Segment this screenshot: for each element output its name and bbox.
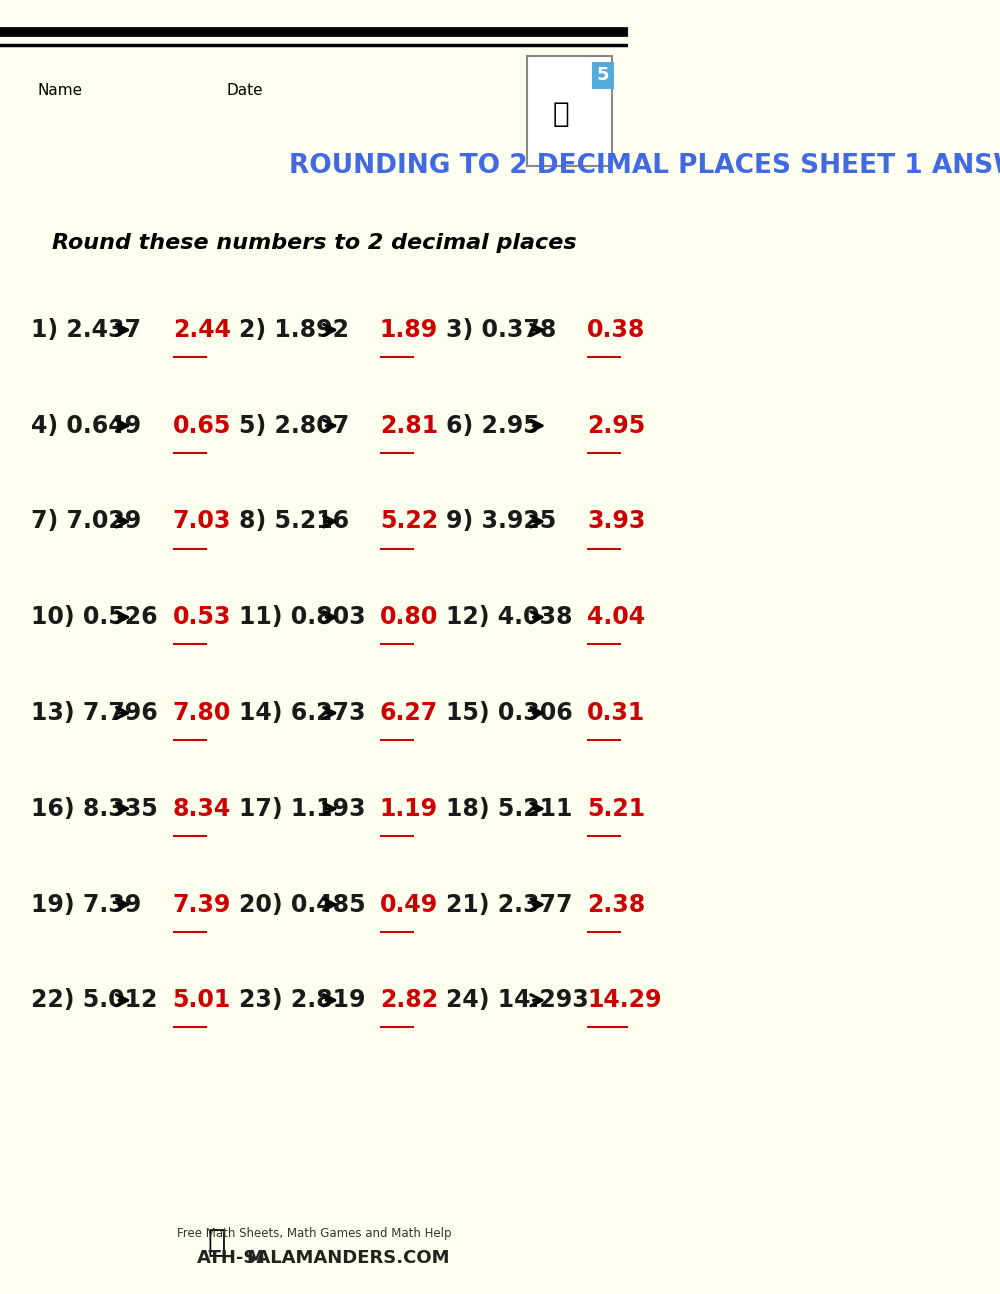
- Text: 11) 0.803: 11) 0.803: [239, 606, 365, 629]
- Text: Free Math Sheets, Math Games and Math Help: Free Math Sheets, Math Games and Math He…: [177, 1227, 451, 1240]
- Text: 1) 2.437: 1) 2.437: [31, 318, 141, 342]
- Text: 14) 6.273: 14) 6.273: [239, 701, 365, 725]
- Text: 3) 0.378: 3) 0.378: [446, 318, 556, 342]
- Text: 20) 0.485: 20) 0.485: [239, 893, 365, 916]
- Text: 8) 5.216: 8) 5.216: [239, 510, 349, 533]
- Text: 22) 5.012: 22) 5.012: [31, 989, 158, 1012]
- Text: Date: Date: [226, 83, 263, 98]
- Text: 0.31: 0.31: [587, 701, 645, 725]
- Text: 9) 3.925: 9) 3.925: [446, 510, 556, 533]
- Text: 14.29: 14.29: [587, 989, 662, 1012]
- Text: 7.39: 7.39: [173, 893, 231, 916]
- Text: 2.44: 2.44: [173, 318, 231, 342]
- Text: 2.82: 2.82: [380, 989, 438, 1012]
- Text: 5.01: 5.01: [173, 989, 231, 1012]
- Text: 0.49: 0.49: [380, 893, 438, 916]
- Text: 24) 14.293: 24) 14.293: [446, 989, 589, 1012]
- Text: 0.53: 0.53: [173, 606, 231, 629]
- Text: 2.81: 2.81: [380, 414, 438, 437]
- Text: ROUNDING TO 2 DECIMAL PLACES SHEET 1 ANSWERS: ROUNDING TO 2 DECIMAL PLACES SHEET 1 ANS…: [289, 153, 1000, 179]
- Text: 16) 8.335: 16) 8.335: [31, 797, 158, 820]
- Text: 23) 2.819: 23) 2.819: [239, 989, 365, 1012]
- Text: 0.80: 0.80: [380, 606, 438, 629]
- Text: 1.89: 1.89: [380, 318, 438, 342]
- Text: 4.04: 4.04: [587, 606, 645, 629]
- Text: 0.65: 0.65: [173, 414, 231, 437]
- Text: 🐆: 🐆: [552, 100, 569, 128]
- Text: 7) 7.029: 7) 7.029: [31, 510, 142, 533]
- Text: Round these numbers to 2 decimal places: Round these numbers to 2 decimal places: [52, 233, 576, 254]
- Text: Name: Name: [38, 83, 83, 98]
- Text: 15) 0.306: 15) 0.306: [446, 701, 573, 725]
- Text: 12) 4.038: 12) 4.038: [446, 606, 572, 629]
- Text: 🐆: 🐆: [207, 1228, 226, 1256]
- Text: 13) 7.796: 13) 7.796: [31, 701, 158, 725]
- Text: 1.19: 1.19: [380, 797, 438, 820]
- Text: 7.80: 7.80: [173, 701, 231, 725]
- Text: 4) 0.649: 4) 0.649: [31, 414, 142, 437]
- Text: 19) 7.39: 19) 7.39: [31, 893, 142, 916]
- Text: ATH-SALAMANDERS.COM: ATH-SALAMANDERS.COM: [197, 1249, 450, 1267]
- Text: 17) 1.193: 17) 1.193: [239, 797, 365, 820]
- Text: 3.93: 3.93: [587, 510, 645, 533]
- Text: 6) 2.95: 6) 2.95: [446, 414, 540, 437]
- Text: 2.95: 2.95: [587, 414, 645, 437]
- Text: 7.03: 7.03: [173, 510, 231, 533]
- Text: 5: 5: [597, 66, 609, 84]
- Text: 0.38: 0.38: [587, 318, 645, 342]
- FancyBboxPatch shape: [527, 56, 612, 166]
- Text: 2) 1.892: 2) 1.892: [239, 318, 349, 342]
- Text: M: M: [247, 1249, 265, 1267]
- Text: 5.21: 5.21: [587, 797, 645, 820]
- Text: 18) 5.211: 18) 5.211: [446, 797, 572, 820]
- Text: 6.27: 6.27: [380, 701, 438, 725]
- Text: 21) 2.377: 21) 2.377: [446, 893, 572, 916]
- Text: 8.34: 8.34: [173, 797, 231, 820]
- Text: 5) 2.807: 5) 2.807: [239, 414, 349, 437]
- Text: 5.22: 5.22: [380, 510, 438, 533]
- Text: 10) 0.526: 10) 0.526: [31, 606, 158, 629]
- Text: 2.38: 2.38: [587, 893, 645, 916]
